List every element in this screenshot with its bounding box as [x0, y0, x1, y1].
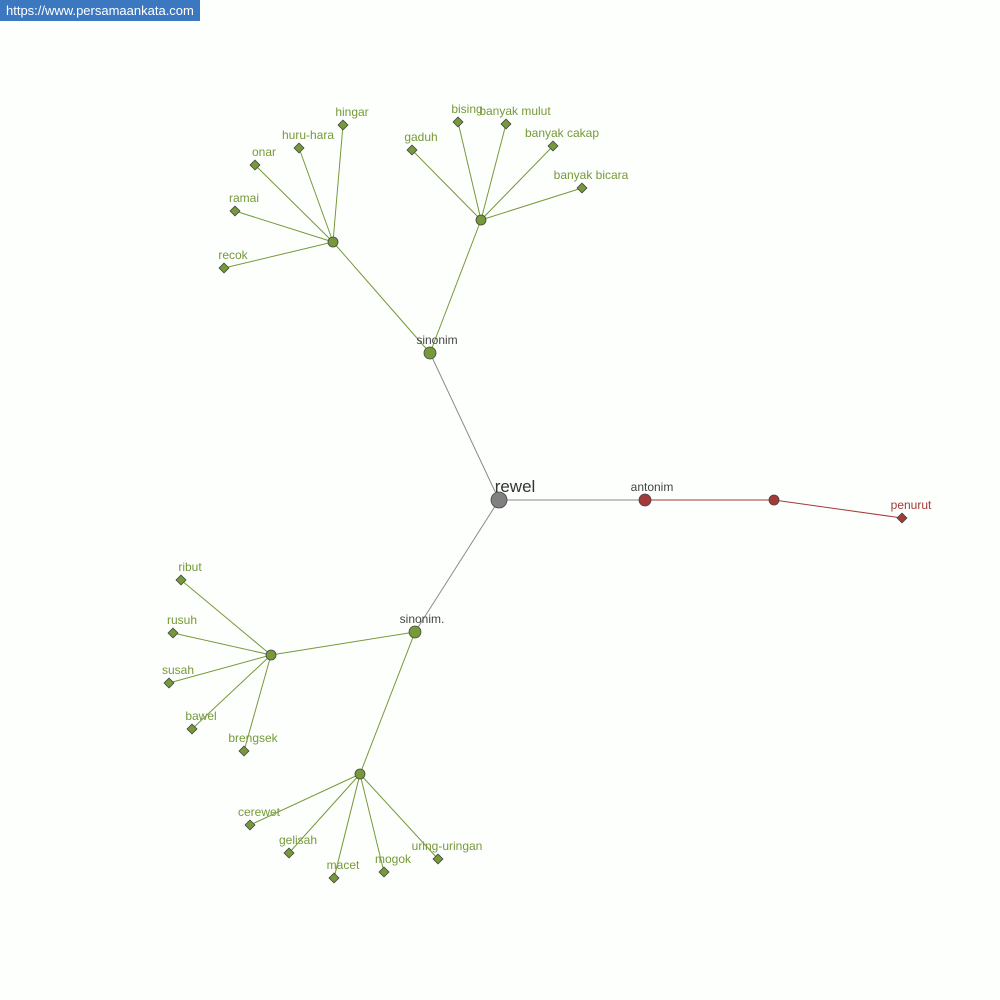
- edge-h1-huruhara: [298, 147, 334, 243]
- edge-h3-ribut: [180, 579, 272, 656]
- label-susah: susah: [162, 663, 194, 677]
- node-brengsek[interactable]: [238, 745, 250, 757]
- label-sin1: sinonim: [416, 333, 457, 347]
- label-mogok: mogok: [375, 852, 412, 866]
- edge-h4-mogok: [359, 773, 385, 873]
- edge-h4-gelisah: [288, 773, 361, 854]
- node-rusuh[interactable]: [167, 627, 179, 639]
- edge-h2-bbicara: [480, 187, 583, 221]
- node-bising[interactable]: [452, 116, 464, 128]
- label-recok: recok: [218, 248, 248, 262]
- node-ant[interactable]: [638, 493, 652, 507]
- edge-h1-hingar: [332, 124, 344, 243]
- label-cerewet: cerewet: [238, 805, 281, 819]
- label-bcakap: banyak cakap: [525, 126, 599, 140]
- node-huruhara[interactable]: [293, 142, 305, 154]
- edge-sin1-h1: [332, 241, 431, 354]
- edge-h1-onar: [254, 164, 334, 243]
- label-ant: antonim: [631, 480, 674, 494]
- node-recok[interactable]: [218, 262, 230, 274]
- node-h5[interactable]: [768, 494, 780, 506]
- label-root: rewel: [495, 477, 536, 496]
- node-bawel[interactable]: [186, 723, 198, 735]
- edge-h1-ramai: [234, 210, 334, 243]
- node-h2[interactable]: [475, 214, 487, 226]
- node-uring[interactable]: [432, 853, 444, 865]
- label-gaduh: gaduh: [404, 130, 437, 144]
- label-macet: macet: [327, 858, 360, 872]
- node-ribut[interactable]: [175, 574, 187, 586]
- label-gelisah: gelisah: [279, 833, 317, 847]
- label-brengsek: brengsek: [228, 731, 278, 745]
- node-bcakap[interactable]: [547, 140, 559, 152]
- node-mogok[interactable]: [378, 866, 390, 878]
- label-bbicara: banyak bicara: [554, 168, 629, 182]
- label-rusuh: rusuh: [167, 613, 197, 627]
- node-sin1[interactable]: [423, 346, 437, 360]
- label-onar: onar: [252, 145, 276, 159]
- node-bbicara[interactable]: [576, 182, 588, 194]
- edge-h2-bcakap: [480, 145, 554, 221]
- node-hingar[interactable]: [337, 119, 349, 131]
- edge-h3-susah: [168, 654, 272, 684]
- edge-sin2-h3: [270, 631, 416, 656]
- edge-h2-bising: [457, 121, 482, 221]
- edge-h1-recok: [223, 241, 334, 269]
- node-root[interactable]: [490, 491, 508, 509]
- edge-sin2-h4: [359, 631, 416, 775]
- edge-h3-bawel: [191, 654, 272, 730]
- node-cerewet[interactable]: [244, 819, 256, 831]
- node-gelisah[interactable]: [283, 847, 295, 859]
- edge-h3-rusuh: [172, 632, 272, 656]
- node-h4[interactable]: [354, 768, 366, 780]
- edge-h4-uring: [359, 773, 439, 860]
- label-huruhara: huru-hara: [282, 128, 334, 142]
- node-h3[interactable]: [265, 649, 277, 661]
- node-macet[interactable]: [328, 872, 340, 884]
- edge-sin1-h2: [429, 219, 482, 354]
- node-penurut[interactable]: [896, 512, 908, 524]
- label-bawel: bawel: [185, 709, 216, 723]
- edge-h3-brengsek: [243, 654, 272, 752]
- node-onar[interactable]: [249, 159, 261, 171]
- node-gaduh[interactable]: [406, 144, 418, 156]
- edge-h4-macet: [333, 773, 361, 879]
- label-ribut: ribut: [178, 560, 202, 574]
- label-bmulut: banyak mulut: [479, 104, 551, 118]
- edge-h2-gaduh: [411, 149, 482, 221]
- edge-h5-penurut: [773, 499, 903, 519]
- label-sin2: sinonim.: [400, 612, 445, 626]
- edge-root-sin1: [429, 352, 500, 501]
- edge-root-sin2: [414, 499, 500, 633]
- site-url-badge[interactable]: https://www.persamaankata.com: [0, 0, 200, 21]
- label-hingar: hingar: [335, 105, 368, 119]
- node-susah[interactable]: [163, 677, 175, 689]
- edge-h4-cerewet: [249, 773, 361, 826]
- edge-h2-bmulut: [480, 123, 507, 221]
- label-penurut: penurut: [891, 498, 932, 512]
- node-h1[interactable]: [327, 236, 339, 248]
- node-ramai[interactable]: [229, 205, 241, 217]
- node-bmulut[interactable]: [500, 118, 512, 130]
- label-bising: bising: [451, 102, 482, 116]
- label-uring: uring-uringan: [412, 839, 483, 853]
- node-sin2[interactable]: [408, 625, 422, 639]
- label-ramai: ramai: [229, 191, 259, 205]
